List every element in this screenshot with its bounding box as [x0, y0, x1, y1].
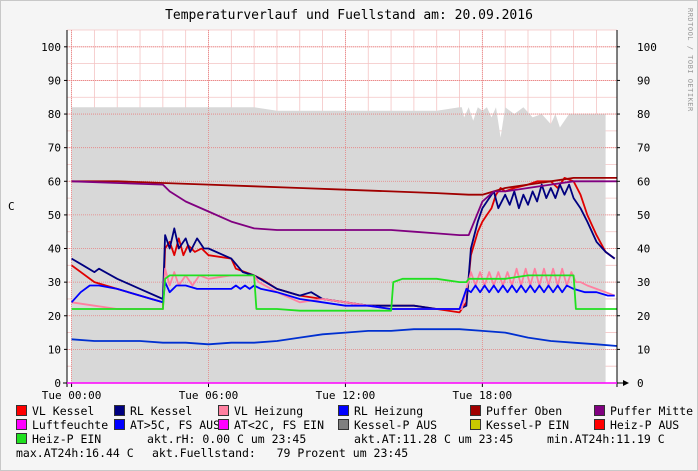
- y-axis-unit: C: [8, 200, 15, 213]
- legend-swatch: [338, 405, 349, 416]
- legend-label: Heiz-P AUS: [610, 418, 680, 432]
- y-tick-label-right: 100: [637, 41, 657, 54]
- legend-item: VL Heizung: [218, 404, 303, 418]
- legend-item: VL Kessel: [16, 404, 94, 418]
- legend-row: Heiz-P EIN akt.rH: 0.00 C um 23:45 akt.AT:…: [16, 432, 692, 446]
- legend-item: RL Kessel: [114, 404, 192, 418]
- legend-item: Puffer Oben: [470, 404, 562, 418]
- legend-item: AT<2C, FS EIN: [218, 418, 324, 432]
- legend-stat: akt.Fuellstand: 79 Prozent um 23:45: [152, 446, 409, 460]
- x-axis-arrow: [623, 380, 629, 386]
- x-tick-label: Tue 06:00: [179, 389, 239, 400]
- legend-row: VL Kessel RL Kessel VL Heizung RL Heizung Pu…: [16, 404, 693, 418]
- legend-row: Luftfeuchte AT>5C, FS AUS AT<2C, FS EIN Kes…: [16, 418, 692, 432]
- legend-swatch: [218, 405, 229, 416]
- y-tick-label-right: 80: [637, 108, 650, 121]
- legend-swatch: [16, 433, 27, 444]
- y-tick-label: 30: [48, 276, 61, 289]
- legend-label: AT>5C, FS AUS: [130, 418, 221, 432]
- y-tick-label: 100: [41, 41, 61, 54]
- series-puffer-mitte: [71, 180, 617, 237]
- legend-label: Heiz-P EIN: [32, 432, 102, 446]
- y-tick-label-right: 90: [637, 74, 650, 87]
- y-tick-label-right: 10: [637, 343, 650, 356]
- area-luftfeuchte: [71, 107, 606, 384]
- legend-label: VL Kessel: [32, 404, 95, 418]
- legend-label: RL Kessel: [130, 404, 193, 418]
- y-tick-label: 90: [48, 74, 61, 87]
- legend-swatch: [114, 419, 125, 430]
- grid-overlay: [67, 30, 617, 384]
- legend-swatch: [218, 419, 229, 430]
- y-tick-label: 70: [48, 142, 61, 155]
- legend-item: Puffer Mitte: [594, 404, 693, 418]
- series-rl-heizung: [70, 281, 615, 310]
- temperature-chart: 0 0 10 10 20 20 30 30 40 40 50 50 60 60 70 70 80 80 90 90 10…: [41, 29, 657, 400]
- rrdtool-credit: RRDTOOL / TOBI OETIKER: [686, 8, 694, 112]
- legend-item: AT>5C, FS AUS: [114, 418, 220, 432]
- legend-label: Kessel-P AUS: [354, 418, 438, 432]
- legend-swatch: [16, 405, 27, 416]
- legend-label: Puffer Mitte: [610, 404, 694, 418]
- y-tick-label-right: 40: [637, 243, 650, 256]
- y-tick-label-right: 30: [637, 276, 650, 289]
- legend-swatch: [594, 419, 605, 430]
- legend: VL Kessel RL Kessel VL Heizung RL Heizung Pu…: [16, 404, 693, 460]
- y-tick-label: 0: [54, 377, 61, 390]
- y-tick-label: 80: [48, 108, 61, 121]
- y-tick-label: 20: [48, 310, 61, 323]
- series-at24h: [71, 328, 618, 347]
- legend-item: Heiz-P EIN: [16, 432, 101, 446]
- y-tick-label-right: 60: [637, 175, 650, 188]
- legend-label: Luftfeuchte: [32, 418, 109, 432]
- y-tick-label: 10: [48, 343, 61, 356]
- series-lines: [70, 176, 618, 347]
- x-tick-label: Tue 18:00: [453, 389, 513, 400]
- legend-swatch: [338, 419, 349, 430]
- y-tick-label: 50: [48, 209, 61, 222]
- legend-label: Kessel-P EIN: [486, 418, 570, 432]
- legend-item: Heiz-P AUS: [594, 418, 679, 432]
- legend-swatch: [114, 405, 125, 416]
- axis-ticks: 0 0 10 10 20 20 30 30 40 40 50 50 60 60 70 70 80 80 90 90 10…: [41, 41, 657, 400]
- legend-label: VL Heizung: [234, 404, 304, 418]
- legend-row: max.AT24h:16.44 C akt.Fuellstand: 79 Proz…: [16, 446, 692, 460]
- legend-item: Luftfeuchte: [16, 418, 108, 432]
- y-tick-label: 60: [48, 175, 61, 188]
- legend-stat: max.AT24h:16.44 C: [16, 446, 134, 460]
- x-tick-label: Tue 00:00: [42, 389, 102, 400]
- legend-stat: min.AT24h:11.19 C: [547, 432, 665, 446]
- chart-title: Temperaturverlauf und Fuellstand am: 20.…: [165, 8, 533, 23]
- legend-stat: akt.AT:11.28 C um 23:45: [354, 432, 514, 446]
- legend-label: RL Heizung: [354, 404, 424, 418]
- x-tick-label: Tue 12:00: [316, 389, 376, 400]
- legend-swatch: [594, 405, 605, 416]
- legend-swatch: [16, 419, 27, 430]
- series-heiz-p-ein: [71, 274, 617, 312]
- legend-item: RL Heizung: [338, 404, 423, 418]
- legend-label: Puffer Oben: [486, 404, 563, 418]
- legend-label: AT<2C, FS EIN: [234, 418, 325, 432]
- series-puffer-oben: [71, 176, 617, 196]
- legend-item: Kessel-P EIN: [470, 418, 569, 432]
- y-tick-label-right: 20: [637, 310, 650, 323]
- legend-swatch: [470, 419, 481, 430]
- legend-item: Kessel-P AUS: [338, 418, 437, 432]
- y-tick-label-right: 50: [637, 209, 650, 222]
- y-tick-label-right: 70: [637, 142, 650, 155]
- legend-swatch: [470, 405, 481, 416]
- y-tick-label-right: 0: [637, 377, 644, 390]
- y-tick-label: 40: [48, 243, 61, 256]
- legend-stat: akt.rH: 0.00 C um 23:45: [147, 432, 307, 446]
